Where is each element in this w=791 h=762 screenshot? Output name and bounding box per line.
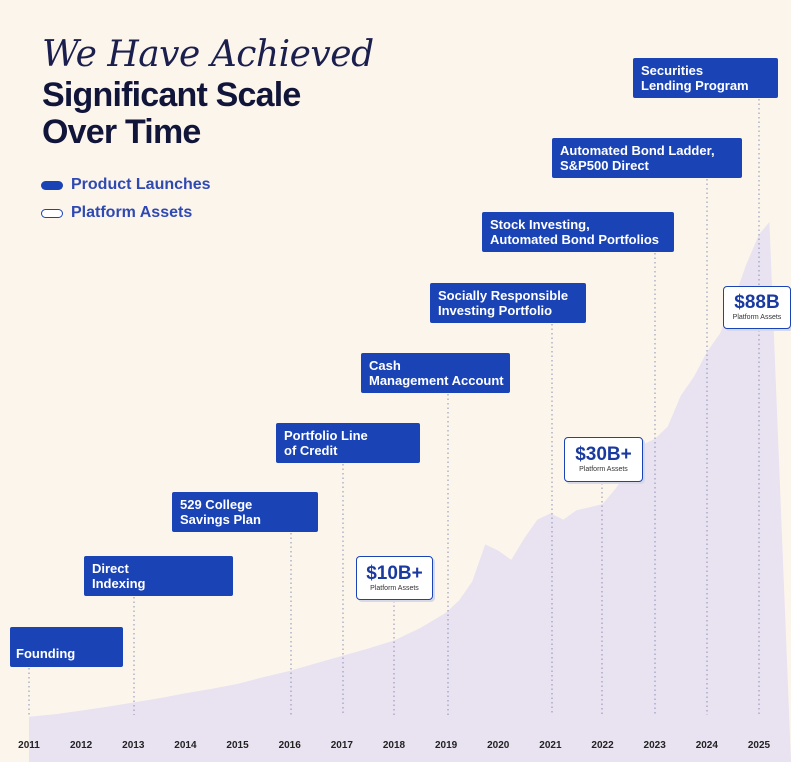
assets-area <box>29 222 791 762</box>
launch-box: Stock Investing, Automated Bond Portfolio… <box>482 212 674 252</box>
legend-platform-assets: Platform Assets <box>41 204 192 222</box>
x-tick-label: 2011 <box>18 740 40 751</box>
x-tick-label: 2015 <box>226 740 249 751</box>
launch-box: Direct Indexing <box>84 556 233 596</box>
legend-label: Platform Assets <box>71 204 193 221</box>
launch-label: Investing Portfolio <box>438 303 553 318</box>
launch-label: Cash <box>369 358 401 373</box>
x-tick-label: 2020 <box>487 740 510 751</box>
legend-product-launches: Product Launches <box>41 176 211 194</box>
asset-label: Platform Assets <box>370 584 419 592</box>
legend-swatch-outline <box>41 208 63 218</box>
launch-label: Indexing <box>92 576 146 591</box>
launch-label: 529 College <box>180 497 253 512</box>
launch-label: of Credit <box>284 443 338 458</box>
title-line3: Over Time <box>42 113 201 151</box>
x-tick-label: 2017 <box>331 740 354 751</box>
launch-label: Automated Bond Portfolios <box>490 232 659 247</box>
x-tick-label: 2013 <box>122 740 145 751</box>
x-tick-label: 2022 <box>591 740 614 751</box>
launch-label: Savings Plan <box>180 512 261 527</box>
legend-swatch-filled <box>41 180 63 190</box>
asset-box: $10B+ Platform Assets <box>356 556 433 600</box>
x-tick-label: 2023 <box>644 740 667 751</box>
x-tick-label: 2018 <box>383 740 406 751</box>
x-tick-label: 2021 <box>539 740 562 751</box>
launch-label: Founding <box>16 646 76 661</box>
title-line1: We Have Achieved <box>42 34 374 75</box>
launch-label: Direct <box>92 561 129 576</box>
launch-box: Cash Management Account <box>361 353 510 393</box>
x-tick-label: 2016 <box>279 740 302 751</box>
launch-box: 529 College Savings Plan <box>172 492 318 532</box>
asset-label: Platform Assets <box>579 466 628 473</box>
title-line2: Significant Scale <box>42 76 301 114</box>
launch-box: Securities Lending Program <box>633 58 778 98</box>
launch-box: Founding <box>10 627 123 667</box>
launch-box: Automated Bond Ladder, S&P500 Direct <box>552 138 742 178</box>
launch-label: Socially Responsible <box>438 288 569 303</box>
asset-value: $88B <box>734 292 780 313</box>
asset-label: Platform Assets <box>732 314 782 321</box>
x-tick-label: 2012 <box>70 740 93 751</box>
asset-value: $10B+ <box>366 562 423 584</box>
x-tick-label: 2019 <box>435 740 458 751</box>
x-tick-label: 2024 <box>696 740 719 751</box>
launch-label: Management Account <box>369 373 504 388</box>
asset-box: $88B Platform Assets <box>723 286 791 329</box>
asset-value: $30B+ <box>575 444 632 465</box>
launch-label: S&P500 Direct <box>560 158 649 173</box>
legend-label: Product Launches <box>71 176 211 193</box>
launch-label: Automated Bond Ladder, <box>560 143 715 158</box>
launch-box: Portfolio Line of Credit <box>276 423 420 463</box>
asset-box: $30B+ Platform Assets <box>564 437 643 482</box>
launch-label: Stock Investing, <box>490 217 590 232</box>
launch-box: Socially Responsible Investing Portfolio <box>430 283 586 323</box>
launch-label: Securities <box>641 63 704 78</box>
x-tick-label: 2025 <box>748 740 771 751</box>
x-tick-label: 2014 <box>174 740 197 751</box>
launch-label: Lending Program <box>641 78 749 93</box>
launch-label: Portfolio Line <box>284 428 368 443</box>
